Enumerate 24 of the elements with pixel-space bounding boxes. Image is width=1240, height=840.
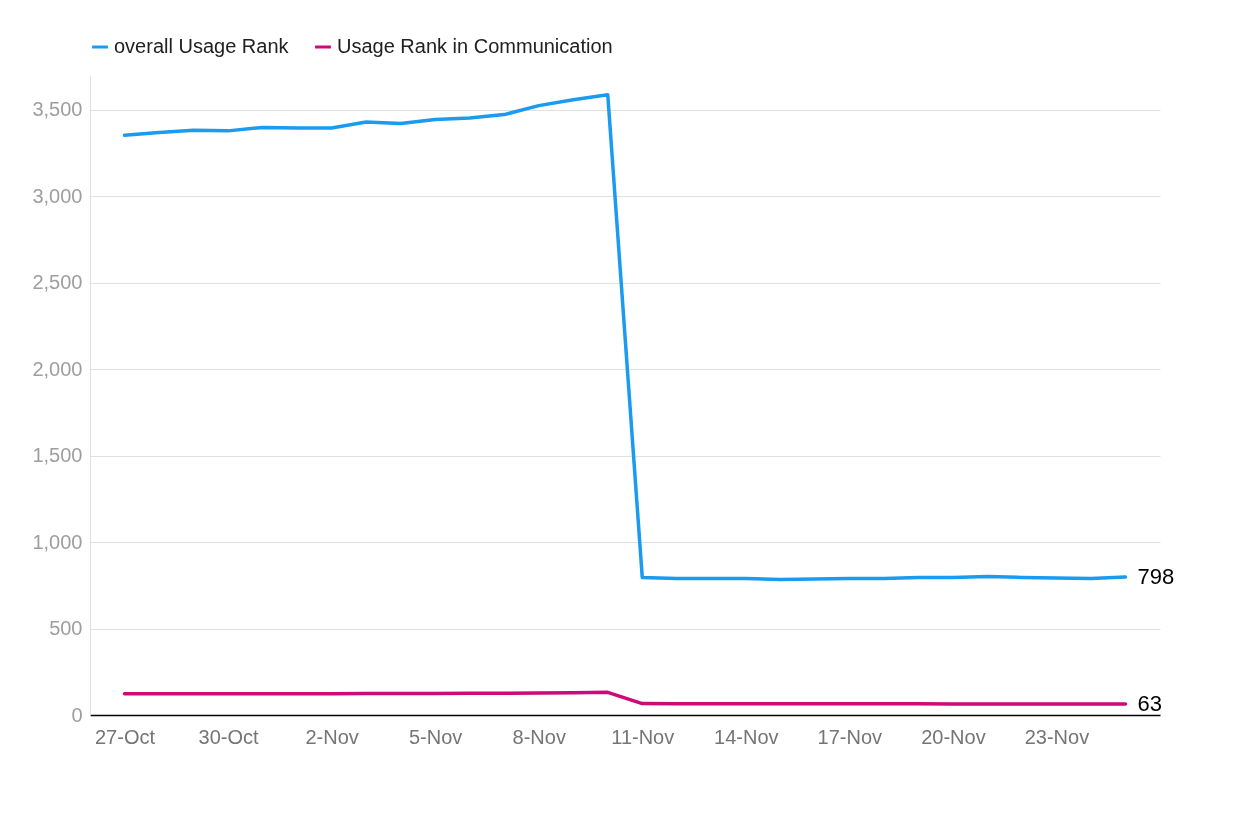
x-tick-label: 27-Oct (95, 725, 156, 748)
x-tick-label: 5-Nov (408, 725, 463, 748)
x-tick-label: 17-Nov (817, 725, 883, 748)
x-tick-label: 20-Nov (921, 725, 986, 748)
x-tick-label: 30-Oct (198, 725, 260, 748)
x-tick-label: 23-Nov (1024, 725, 1090, 748)
line-series (122, 690, 1128, 706)
data-label: 798 (1137, 563, 1175, 589)
x-tick-label: 8-Nov (512, 725, 566, 748)
y-tick-label: 3,500 (32, 98, 83, 121)
x-tick-label: 14-Nov (714, 725, 779, 748)
y-tick-label: 3,000 (32, 184, 83, 207)
x-tick-label: 2-Nov (305, 725, 359, 748)
y-tick-label: 1,500 (32, 444, 83, 467)
y-tick-label: 500 (49, 617, 83, 640)
legend-label: Usage Rank in Communication (337, 35, 613, 57)
legend-label: overall Usage Rank (114, 35, 290, 57)
line-series (122, 92, 1128, 582)
y-tick-label: 1,000 (32, 530, 83, 553)
x-tick-label: 11-Nov (611, 725, 675, 748)
data-label: 63 (1137, 691, 1162, 717)
y-tick-label: 2,500 (32, 271, 83, 294)
y-tick-label: 2,000 (32, 357, 83, 380)
y-tick-label: 0 (71, 703, 83, 726)
